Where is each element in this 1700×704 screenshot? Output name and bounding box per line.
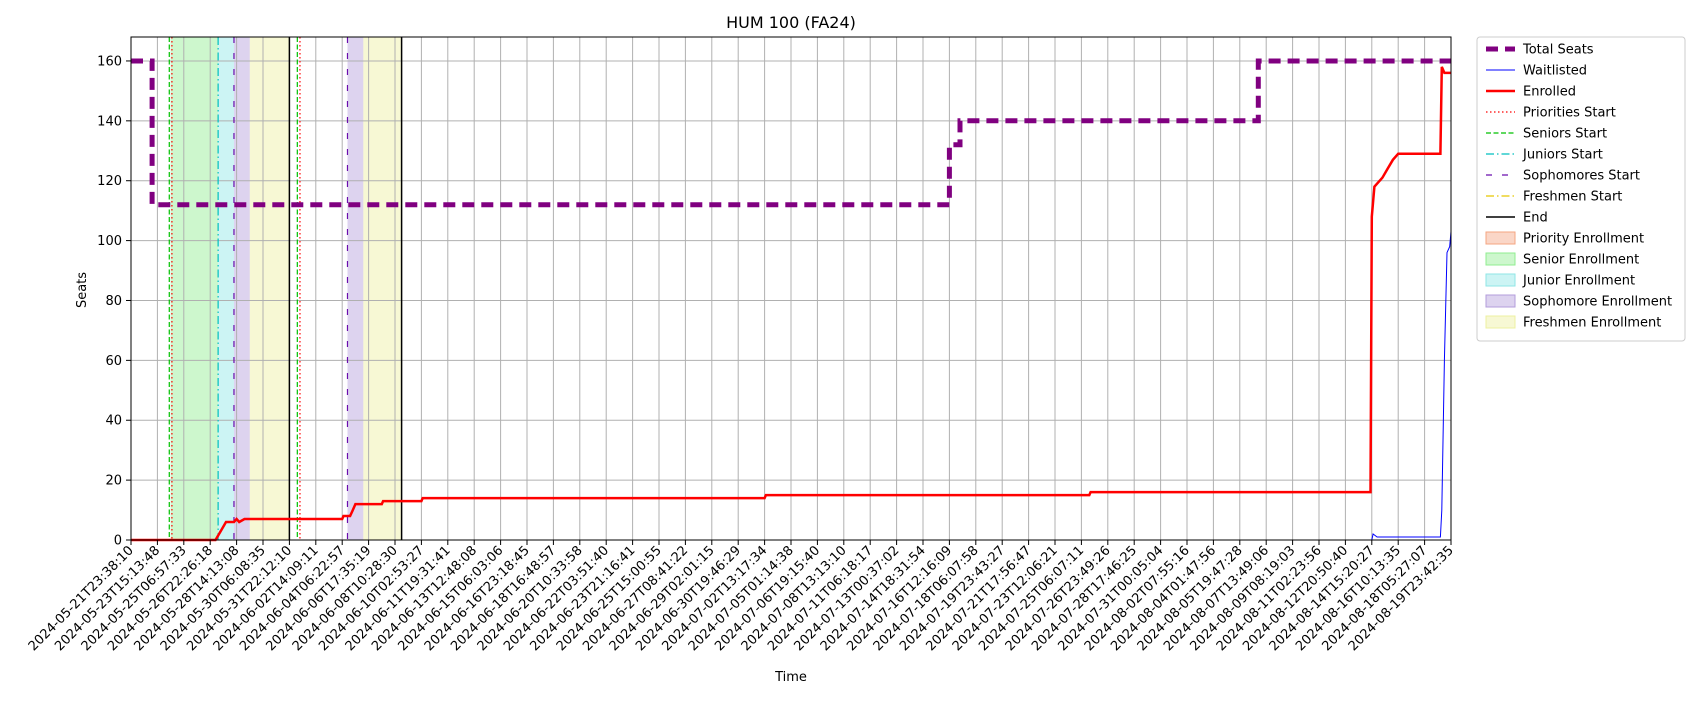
legend-label: End: [1523, 211, 1548, 226]
chart-title: HUM 100 (FA24): [726, 13, 856, 32]
legend-swatch: [1485, 273, 1516, 287]
grid: [130, 37, 1452, 541]
region-junior-enrollment: [218, 37, 234, 540]
phase-lines: [168, 37, 403, 540]
legend-label: Seniors Start: [1523, 127, 1607, 142]
series-line-waitlisted: [131, 231, 1452, 541]
series-line-total-seats: [131, 58, 1451, 208]
legend-swatch: [1485, 315, 1516, 329]
y-tick-label: 140: [97, 114, 122, 129]
y-tick-label: 100: [97, 234, 122, 249]
legend-label: Juniors Start: [1522, 148, 1603, 163]
legend-label: Priority Enrollment: [1523, 232, 1644, 247]
region-senior-enrollment: [170, 37, 219, 540]
legend-label: Junior Enrollment: [1522, 274, 1635, 289]
legend-label: Total Seats: [1522, 43, 1594, 58]
legend-label: Enrolled: [1523, 85, 1576, 100]
series-lines: [131, 58, 1452, 542]
legend-label: Freshmen Enrollment: [1523, 316, 1661, 331]
y-tick-label: 20: [105, 474, 122, 489]
y-tick-label: 80: [105, 294, 122, 309]
legend-box: [1476, 36, 1686, 342]
y-tick-label: 120: [97, 174, 122, 189]
legend-label: Sophomore Enrollment: [1523, 295, 1672, 310]
region-freshmen-enrollment: [249, 37, 290, 540]
y-tick-label: 160: [97, 54, 122, 69]
legend-swatch: [1485, 294, 1516, 308]
region-sophomore-enrollment: [347, 37, 364, 540]
axes: 0204060801001201401602024-05-21T23:38:10…: [26, 36, 1457, 654]
x-axis-label: Time: [774, 670, 807, 685]
legend-label: Waitlisted: [1523, 64, 1587, 79]
y-axis-label: Seats: [75, 272, 90, 308]
legend-label: Priorities Start: [1523, 106, 1616, 121]
legend-label: Freshmen Start: [1523, 190, 1622, 205]
y-tick-label: 60: [105, 354, 122, 369]
series-line-enrolled: [131, 66, 1451, 542]
legend: Total Seats Waitlisted Enrolled Priorities …: [1476, 36, 1686, 342]
legend-swatch: [1485, 252, 1516, 266]
legend-swatch: [1485, 231, 1516, 245]
y-tick-label: 0: [114, 534, 122, 549]
legend-label: Sophomores Start: [1523, 169, 1640, 184]
region-sophomore-enrollment: [233, 37, 250, 540]
legend-label: Senior Enrollment: [1523, 253, 1639, 268]
enrollment-regions: [170, 37, 402, 540]
y-tick-label: 40: [105, 414, 122, 429]
